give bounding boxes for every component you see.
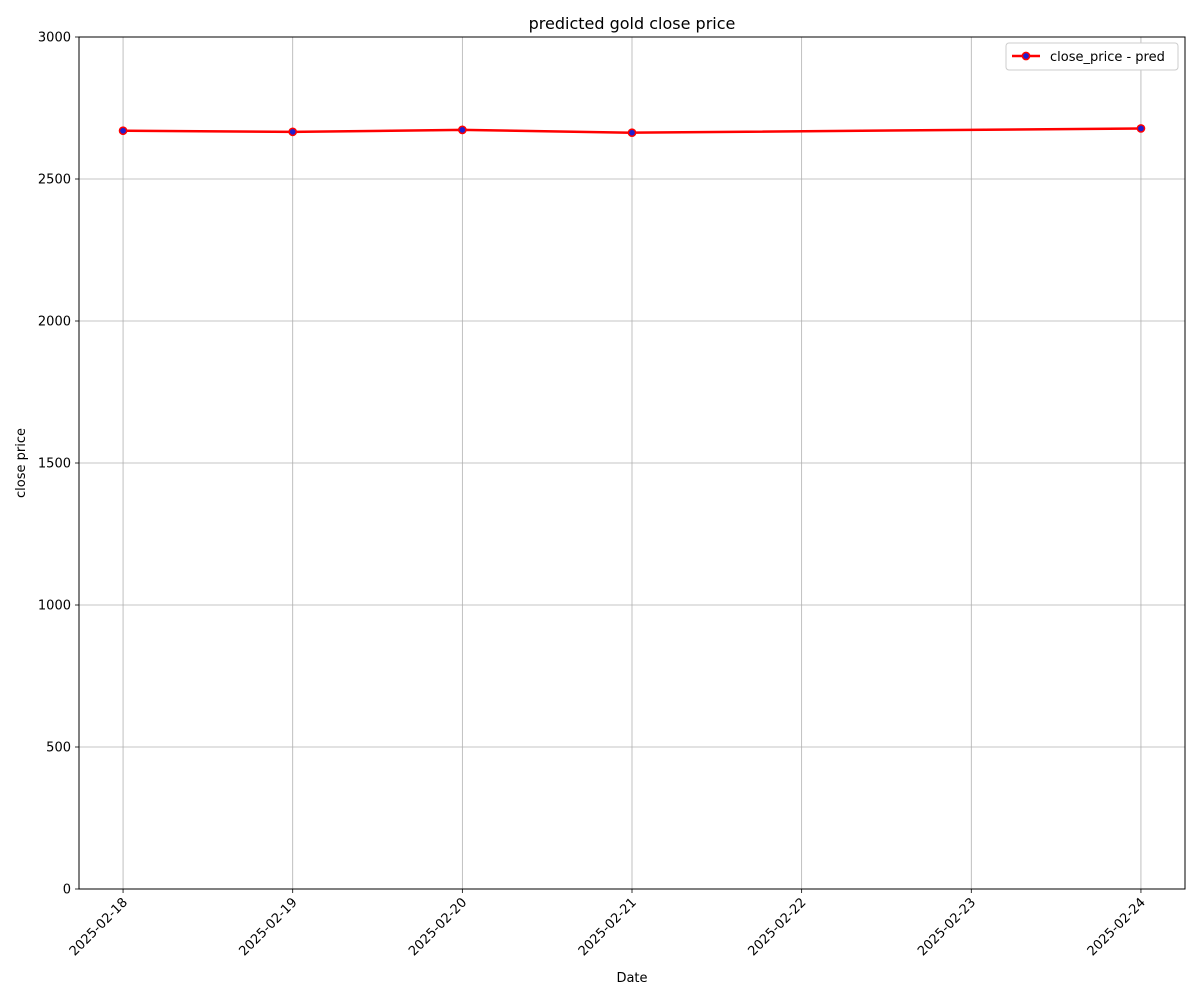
data-point <box>118 126 128 136</box>
x-axis-ticks: 2025-02-18 2025-02-19 2025-02-20 2025-02-21… <box>67 889 1149 959</box>
data-point <box>1136 124 1146 133</box>
plot-frame <box>78 36 1186 890</box>
legend-marker-swatch <box>1021 51 1031 61</box>
y-axis-label: close price <box>14 428 29 498</box>
x-tick-label: 2025-02-23 <box>915 895 979 959</box>
y-tick-label: 3000 <box>38 31 71 46</box>
data-point <box>458 125 467 135</box>
y-tick-label: 1000 <box>38 599 71 614</box>
legend-label: close_price - pred <box>1050 50 1165 65</box>
data-point <box>627 128 637 138</box>
chart-title: predicted gold close price <box>529 14 736 33</box>
x-tick-label: 2025-02-18 <box>67 895 131 959</box>
y-axis-ticks: 0 500 1000 1500 2000 2500 3000 <box>38 31 79 898</box>
y-tick-label: 0 <box>63 883 71 898</box>
x-axis-label: Date <box>616 971 647 986</box>
legend: close_price - pred <box>1005 42 1179 71</box>
y-tick-label: 2500 <box>38 173 71 188</box>
x-tick-label: 2025-02-24 <box>1085 895 1149 959</box>
x-tick-label: 2025-02-19 <box>236 895 300 959</box>
series-layer <box>118 124 1146 138</box>
y-tick-label: 1500 <box>38 457 71 472</box>
y-tick-label: 2000 <box>38 315 71 330</box>
data-point <box>288 127 298 137</box>
y-tick-label: 500 <box>46 741 71 756</box>
x-tick-label: 2025-02-21 <box>576 895 640 959</box>
grid <box>79 36 1185 890</box>
x-tick-label: 2025-02-20 <box>406 895 470 959</box>
legend-box <box>1005 42 1179 71</box>
x-tick-label: 2025-02-22 <box>745 895 809 959</box>
